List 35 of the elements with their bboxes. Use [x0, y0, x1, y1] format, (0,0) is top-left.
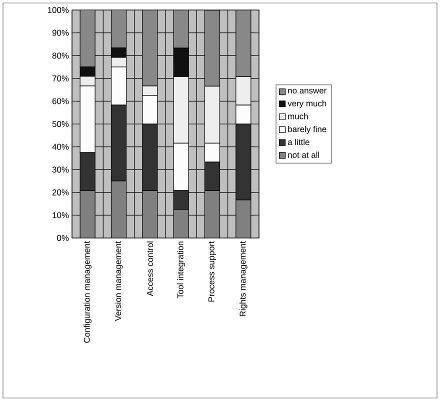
y-tick-label: 90%	[52, 30, 69, 36]
bar	[110, 10, 127, 48]
bar	[173, 10, 189, 48]
legend-label: very much	[288, 100, 326, 108]
bar	[142, 10, 158, 86]
x-tick-label: Process support	[208, 241, 216, 302]
bar	[204, 10, 220, 86]
x-tick-label: Configuration management	[84, 241, 92, 343]
y-tick-label: 10%	[52, 212, 69, 218]
y-tick-label: 70%	[52, 75, 69, 82]
y-tick-label: 50%	[52, 121, 69, 127]
legend-label: not at all	[288, 152, 320, 158]
bar	[110, 180, 127, 238]
y-tick-label: 0%	[57, 235, 69, 241]
bar	[80, 190, 96, 238]
x-tick-label: Version management	[114, 241, 123, 322]
bar	[236, 200, 252, 238]
bar	[173, 209, 189, 238]
bar	[236, 10, 252, 77]
x-tick-label: Rights management	[239, 241, 248, 316]
x-tick-label: Access control	[146, 242, 154, 296]
x-tick-label: Tool integration	[177, 242, 186, 298]
bar	[142, 190, 158, 238]
legend-label: much	[288, 113, 308, 120]
y-tick-label: 40%	[52, 144, 69, 150]
legend-label: barely fine	[288, 126, 326, 134]
bar	[204, 190, 220, 238]
bar	[80, 10, 96, 68]
y-tick-label: 80%	[52, 52, 69, 59]
y-tick-label: 100%	[48, 7, 69, 13]
y-tick-label: 30%	[52, 166, 69, 173]
y-tick-label: 60%	[52, 98, 69, 104]
legend-label: no answer	[288, 88, 327, 94]
y-tick-label: 20%	[52, 189, 69, 196]
legend-label: a little	[288, 138, 310, 146]
